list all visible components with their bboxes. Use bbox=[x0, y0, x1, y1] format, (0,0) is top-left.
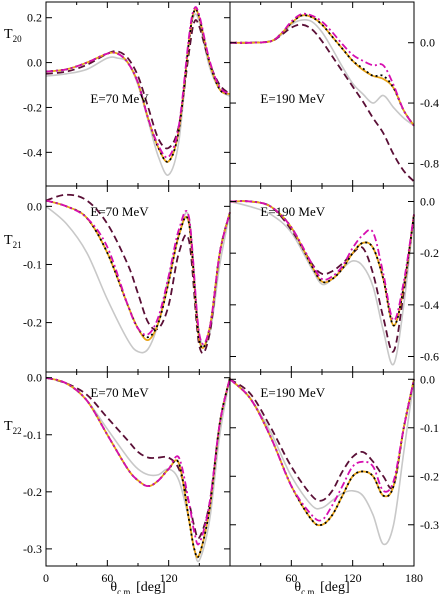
series-line bbox=[45, 8, 231, 163]
y-tick-label: 0.0 bbox=[420, 195, 435, 209]
x-tick-label: 60 bbox=[285, 571, 297, 585]
panel: 0.0 -0.1 -0.2 -0.3 E=70 MeV bbox=[23, 371, 231, 567]
y-tick-label: -0.4 bbox=[420, 96, 439, 110]
y-tick-label: -0.2 bbox=[23, 485, 42, 499]
series-line bbox=[45, 376, 231, 563]
series-line bbox=[45, 205, 231, 354]
series-line bbox=[229, 378, 415, 527]
panel: 0.0 -0.4 -0.8 E=190 MeV bbox=[229, 1, 439, 187]
y-tick-label: -0.2 bbox=[23, 100, 42, 114]
y-tick-label: -0.2 bbox=[420, 469, 439, 483]
y-tick-label: 0.0 bbox=[27, 371, 42, 385]
series-line bbox=[229, 200, 415, 327]
panel: 0.0 -0.1 -0.2 -0.3 E=190 MeV bbox=[229, 371, 439, 567]
row-ylabel: T21 bbox=[4, 233, 22, 250]
y-tick-label: -0.6 bbox=[420, 350, 439, 364]
series-line bbox=[45, 376, 231, 546]
series-line bbox=[229, 378, 415, 546]
y-tick-label: -0.1 bbox=[23, 428, 42, 442]
row-ylabel: T22 bbox=[4, 419, 22, 436]
series-line bbox=[45, 376, 231, 540]
y-tick-label: 0.2 bbox=[27, 11, 42, 25]
energy-label: E=190 MeV bbox=[260, 204, 325, 219]
y-tick-label: 0.0 bbox=[27, 199, 42, 213]
panel: 0.0 -0.1 -0.2 E=70 MeV bbox=[23, 185, 231, 373]
x-axis-label: θc.m. [deg] bbox=[294, 580, 349, 594]
series-line bbox=[229, 19, 415, 127]
series-line bbox=[229, 378, 415, 527]
x-tick-label: 60 bbox=[101, 571, 113, 585]
series-line bbox=[45, 376, 231, 559]
y-tick-label: 0.0 bbox=[420, 372, 435, 386]
series-line bbox=[45, 6, 231, 159]
y-tick-label: 0.0 bbox=[27, 56, 42, 70]
series-line bbox=[45, 376, 231, 559]
energy-label: E=190 MeV bbox=[260, 91, 325, 106]
energy-label: E=70 MeV bbox=[90, 204, 149, 219]
y-tick-label: -0.4 bbox=[420, 298, 439, 312]
panel: 0.0 -0.2 -0.4 -0.6 E=190 MeV bbox=[229, 185, 439, 373]
y-tick-label: -0.3 bbox=[23, 542, 42, 556]
y-tick-label: -0.2 bbox=[420, 246, 439, 260]
x-axis-label: θc.m. [deg] bbox=[110, 580, 165, 594]
series-line bbox=[229, 200, 415, 353]
series-line bbox=[229, 200, 415, 327]
panel: 0.2 0.0 -0.2 -0.4 E=70 MeV bbox=[23, 1, 231, 187]
energy-label: E=190 MeV bbox=[260, 385, 325, 400]
energy-label: E=70 MeV bbox=[90, 91, 149, 106]
y-tick-label: -0.8 bbox=[420, 156, 439, 170]
y-tick-label: -0.1 bbox=[420, 421, 439, 435]
x-tick-label: 120 bbox=[344, 571, 362, 585]
row-ylabel: T20 bbox=[4, 27, 22, 44]
y-tick-label: -0.2 bbox=[23, 316, 42, 330]
series-line bbox=[45, 199, 231, 345]
series-line bbox=[229, 200, 415, 366]
x-tick-label: 0 bbox=[43, 571, 49, 585]
x-tick-label: 180 bbox=[405, 571, 423, 585]
x-tick-label: 120 bbox=[160, 571, 178, 585]
y-tick-label: -0.4 bbox=[23, 145, 42, 159]
y-tick-label: -0.1 bbox=[23, 257, 42, 271]
series-line bbox=[45, 199, 231, 349]
panel-frame bbox=[229, 371, 415, 567]
y-tick-label: -0.3 bbox=[420, 518, 439, 532]
series-line bbox=[229, 378, 415, 502]
energy-label: E=70 MeV bbox=[90, 385, 149, 400]
series-line bbox=[45, 199, 231, 349]
series-line bbox=[229, 378, 415, 522]
y-tick-label: 0.0 bbox=[420, 36, 435, 50]
series-line bbox=[229, 200, 415, 322]
series-line bbox=[229, 12, 415, 127]
